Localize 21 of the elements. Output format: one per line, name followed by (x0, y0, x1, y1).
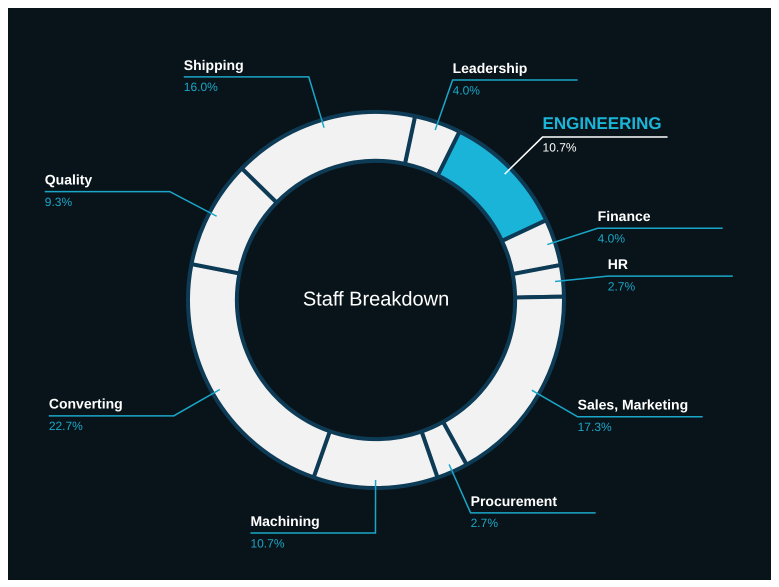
data-label: 9.3% (44, 194, 72, 209)
slice-label: Converting (48, 396, 123, 412)
data-label: 17.3% (578, 420, 612, 434)
data-label: 4.0% (452, 83, 480, 98)
slice-label: HR (608, 256, 628, 272)
text: Staff Breakdown (302, 288, 450, 311)
slice-label: Procurement (470, 492, 558, 509)
data-label: 4.0% (598, 232, 626, 246)
slice-label: Shipping (184, 56, 244, 73)
slice-label: Sales, Marketing (578, 396, 688, 413)
data-label: 16.0% (184, 80, 218, 94)
data-label: 2.7% (608, 279, 636, 294)
slice-label: ENGINEERING (542, 114, 662, 134)
slice-label: Quality (44, 171, 92, 188)
data-label: 10.7% (542, 140, 577, 154)
slice-label: Leadership (452, 60, 528, 76)
data-label: 2.7% (470, 516, 498, 530)
slice-label: Finance (598, 208, 651, 224)
slice-label: Machining (250, 512, 320, 529)
data-label: 22.7% (48, 419, 84, 434)
data-label: 10.7% (250, 536, 285, 550)
